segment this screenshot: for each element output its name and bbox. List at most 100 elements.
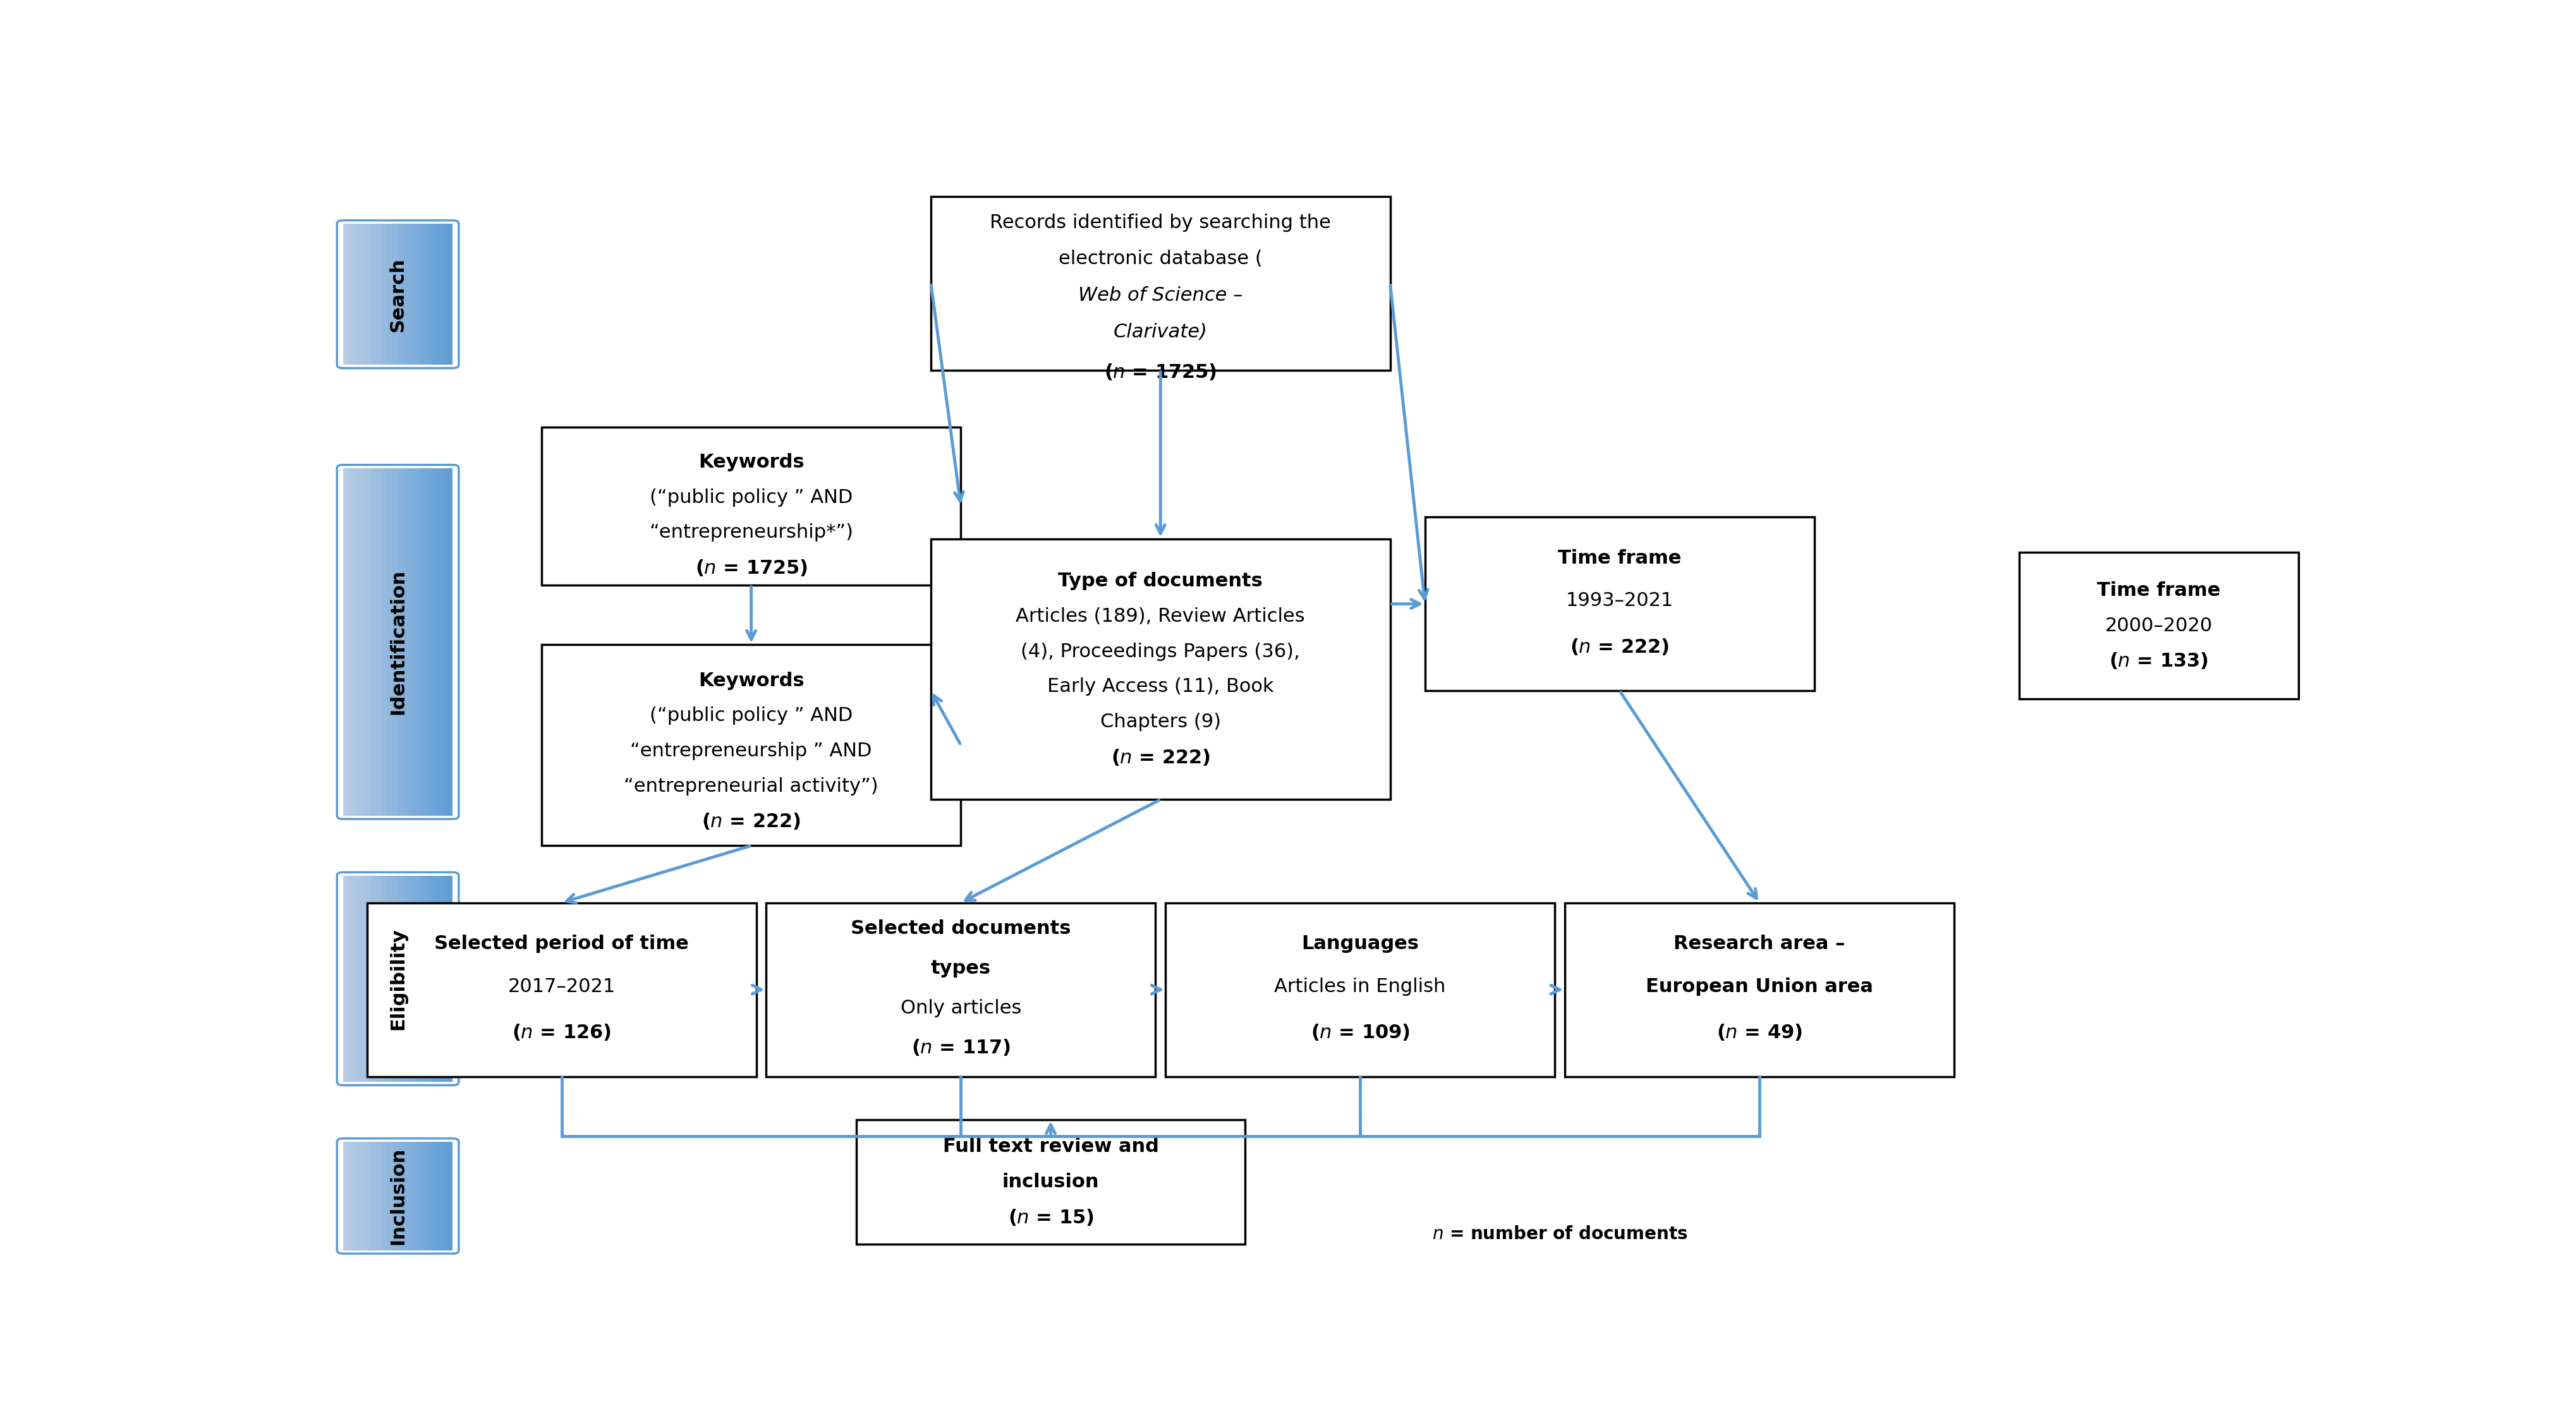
Text: Early Access (11), Book: Early Access (11), Book [1048, 677, 1273, 696]
Text: European Union area: European Union area [1646, 978, 1873, 996]
FancyBboxPatch shape [1564, 903, 1955, 1077]
Text: “entrepreneurship*”): “entrepreneurship*”) [649, 523, 853, 542]
Text: ($n$ = 49): ($n$ = 49) [1716, 1023, 1803, 1041]
Text: Web of Science –: Web of Science – [1079, 286, 1242, 305]
FancyBboxPatch shape [420, 468, 425, 816]
Text: Type of documents: Type of documents [1059, 571, 1262, 590]
FancyBboxPatch shape [343, 223, 348, 365]
FancyBboxPatch shape [376, 223, 381, 365]
FancyBboxPatch shape [430, 468, 435, 816]
Text: 1993–2021: 1993–2021 [1566, 591, 1674, 610]
FancyBboxPatch shape [361, 468, 366, 816]
FancyBboxPatch shape [348, 223, 353, 365]
FancyBboxPatch shape [343, 468, 348, 816]
Text: “entrepreneurial activity”): “entrepreneurial activity”) [623, 777, 878, 796]
FancyBboxPatch shape [392, 1141, 397, 1250]
FancyBboxPatch shape [420, 1141, 425, 1250]
Text: Inclusion: Inclusion [389, 1147, 407, 1245]
FancyBboxPatch shape [410, 1141, 415, 1250]
Text: (“public policy ” AND: (“public policy ” AND [649, 707, 853, 725]
FancyBboxPatch shape [386, 468, 392, 816]
FancyBboxPatch shape [353, 223, 361, 365]
FancyBboxPatch shape [435, 875, 443, 1082]
FancyBboxPatch shape [420, 223, 425, 365]
FancyBboxPatch shape [410, 875, 415, 1082]
FancyBboxPatch shape [371, 468, 376, 816]
Text: Clarivate): Clarivate) [1113, 323, 1208, 341]
FancyBboxPatch shape [430, 875, 435, 1082]
FancyBboxPatch shape [353, 1141, 361, 1250]
FancyBboxPatch shape [435, 468, 443, 816]
Text: $\it{n}$ = number of documents: $\it{n}$ = number of documents [1432, 1225, 1687, 1243]
Text: ($n$ = 222): ($n$ = 222) [1110, 748, 1211, 768]
FancyBboxPatch shape [1425, 516, 1814, 691]
FancyBboxPatch shape [404, 223, 410, 365]
Text: Time frame: Time frame [2097, 581, 2221, 600]
Text: Research area –: Research area – [1674, 935, 1844, 954]
Text: electronic database (: electronic database ( [1059, 250, 1262, 268]
FancyBboxPatch shape [371, 223, 376, 365]
Text: Selected period of time: Selected period of time [435, 935, 688, 954]
FancyBboxPatch shape [376, 875, 381, 1082]
Text: Articles (189), Review Articles: Articles (189), Review Articles [1015, 607, 1306, 625]
FancyBboxPatch shape [353, 875, 361, 1082]
FancyBboxPatch shape [386, 1141, 392, 1250]
FancyBboxPatch shape [425, 468, 430, 816]
FancyBboxPatch shape [376, 468, 381, 816]
FancyBboxPatch shape [361, 1141, 366, 1250]
FancyBboxPatch shape [430, 223, 435, 365]
FancyBboxPatch shape [541, 645, 961, 845]
Text: (4), Proceedings Papers (36),: (4), Proceedings Papers (36), [1020, 642, 1301, 660]
FancyBboxPatch shape [371, 1141, 376, 1250]
FancyBboxPatch shape [1164, 903, 1556, 1077]
FancyBboxPatch shape [404, 1141, 410, 1250]
Text: types: types [930, 959, 992, 978]
FancyBboxPatch shape [386, 223, 392, 365]
FancyBboxPatch shape [855, 1119, 1244, 1245]
Text: ($n$ = 109): ($n$ = 109) [1311, 1023, 1409, 1041]
FancyBboxPatch shape [381, 875, 386, 1082]
FancyBboxPatch shape [765, 903, 1157, 1077]
FancyBboxPatch shape [425, 875, 430, 1082]
FancyBboxPatch shape [366, 223, 371, 365]
Text: ($n$ = 126): ($n$ = 126) [513, 1023, 611, 1041]
FancyBboxPatch shape [392, 223, 397, 365]
FancyBboxPatch shape [376, 1141, 381, 1250]
FancyBboxPatch shape [343, 875, 348, 1082]
FancyBboxPatch shape [381, 1141, 386, 1250]
FancyBboxPatch shape [397, 875, 404, 1082]
FancyBboxPatch shape [415, 223, 420, 365]
FancyBboxPatch shape [410, 468, 415, 816]
FancyBboxPatch shape [353, 468, 361, 816]
Text: ($n$ = 133): ($n$ = 133) [2110, 650, 2208, 670]
FancyBboxPatch shape [930, 196, 1391, 370]
FancyBboxPatch shape [343, 1141, 348, 1250]
FancyBboxPatch shape [435, 1141, 443, 1250]
FancyBboxPatch shape [404, 468, 410, 816]
Text: ($n$ = 222): ($n$ = 222) [701, 811, 801, 831]
FancyBboxPatch shape [371, 875, 376, 1082]
FancyBboxPatch shape [420, 875, 425, 1082]
FancyBboxPatch shape [443, 875, 448, 1082]
FancyBboxPatch shape [397, 468, 404, 816]
FancyBboxPatch shape [361, 223, 366, 365]
FancyBboxPatch shape [415, 1141, 420, 1250]
FancyBboxPatch shape [392, 468, 397, 816]
FancyBboxPatch shape [448, 875, 453, 1082]
FancyBboxPatch shape [397, 223, 404, 365]
Text: Keywords: Keywords [698, 453, 804, 471]
Text: 2000–2020: 2000–2020 [2105, 617, 2213, 635]
FancyBboxPatch shape [410, 223, 415, 365]
FancyBboxPatch shape [443, 223, 448, 365]
Text: ($n$ = 1725): ($n$ = 1725) [696, 557, 809, 577]
Text: Time frame: Time frame [1558, 549, 1682, 567]
FancyBboxPatch shape [404, 875, 410, 1082]
FancyBboxPatch shape [348, 1141, 353, 1250]
Text: ($n$ = 222): ($n$ = 222) [1569, 636, 1669, 656]
FancyBboxPatch shape [348, 875, 353, 1082]
FancyBboxPatch shape [361, 875, 366, 1082]
Text: Search: Search [389, 257, 407, 332]
Text: ($n$ = 15): ($n$ = 15) [1007, 1208, 1095, 1228]
FancyBboxPatch shape [443, 1141, 448, 1250]
Text: (“public policy ” AND: (“public policy ” AND [649, 488, 853, 507]
